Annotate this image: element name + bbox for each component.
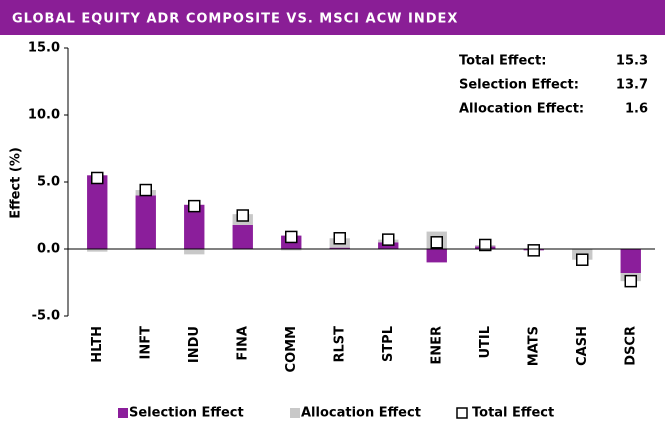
x-tick-label: INDU [187,326,202,363]
bar [232,224,253,249]
x-tick-label: ENER [429,326,444,365]
annotation-label: Selection Effect: [459,78,579,93]
marker [382,233,395,246]
legend-label: Selection Effect [129,406,244,421]
x-tick-label: CASH [575,326,590,366]
marker [576,253,589,266]
bar [426,249,447,263]
legend-swatch [290,408,300,418]
bar [620,249,641,274]
x-tick-label: MATS [526,326,541,366]
y-tick-label: 15.0 [28,41,60,56]
x-tick-label: RLST [332,326,347,363]
bar [329,247,350,249]
bar [184,249,205,255]
y-tick-label: 5.0 [37,175,60,190]
y-tick-label: -5.0 [32,309,60,324]
marker [624,274,637,288]
y-tick-label: 0.0 [37,242,60,257]
annotation-value: 1.6 [625,102,648,117]
marker [139,183,152,197]
x-tick-label: UTIL [478,326,493,359]
bar [184,204,205,249]
legend-swatch [118,408,128,418]
x-tick-label: FINA [235,326,250,361]
marker [285,230,298,244]
bar [87,249,108,252]
marker [527,244,540,257]
marker [430,236,443,249]
marker [236,209,249,222]
bar [135,195,156,249]
marker [91,171,104,185]
x-tick-label: STPL [381,326,396,362]
legend-label: Allocation Effect [301,406,421,421]
chart-title: GLOBAL EQUITY ADR COMPOSITE VS. MSCI ACW… [12,12,458,27]
marker [479,238,492,252]
annotation-value: 15.3 [616,54,648,69]
marker [333,232,346,245]
x-tick-label: HLTH [90,326,105,363]
annotation-label: Allocation Effect: [459,102,584,117]
legend-label: Total Effect [472,406,554,421]
bar [87,175,108,249]
annotation-label: Total Effect: [459,54,546,69]
annotation-value: 13.7 [616,78,648,93]
x-tick-label: DSCR [623,326,638,366]
legend-swatch [456,407,468,419]
title-bar [0,0,665,35]
y-axis-label: Effect (%) [9,147,24,219]
x-tick-label: COMM [284,326,299,372]
marker [188,199,201,213]
x-tick-label: INFT [138,326,153,360]
y-tick-label: 10.0 [28,108,60,123]
bar [281,249,302,251]
